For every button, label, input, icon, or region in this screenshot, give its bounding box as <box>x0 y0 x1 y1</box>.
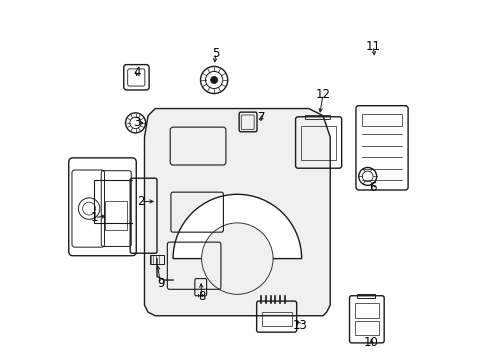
Text: 12: 12 <box>315 88 330 101</box>
Bar <box>354 321 378 336</box>
Text: 6: 6 <box>368 181 376 194</box>
Bar <box>149 255 164 264</box>
Bar <box>305 115 329 119</box>
Text: 10: 10 <box>363 336 378 349</box>
Text: 7: 7 <box>257 111 265 124</box>
Bar <box>300 126 335 160</box>
Text: 9: 9 <box>157 277 164 290</box>
Wedge shape <box>173 194 301 258</box>
Bar <box>356 294 374 298</box>
Text: 2: 2 <box>137 195 144 208</box>
Text: 3: 3 <box>133 116 141 129</box>
Bar <box>261 312 292 327</box>
Text: 8: 8 <box>198 289 205 303</box>
Text: 1: 1 <box>91 211 98 224</box>
Polygon shape <box>144 109 329 316</box>
Bar <box>361 114 402 126</box>
Text: 4: 4 <box>133 66 141 79</box>
Text: 5: 5 <box>212 47 219 60</box>
Circle shape <box>210 76 217 84</box>
Text: 11: 11 <box>365 40 380 53</box>
Bar <box>105 202 126 230</box>
Text: 13: 13 <box>292 319 306 332</box>
Circle shape <box>201 223 272 294</box>
Bar <box>354 303 378 318</box>
